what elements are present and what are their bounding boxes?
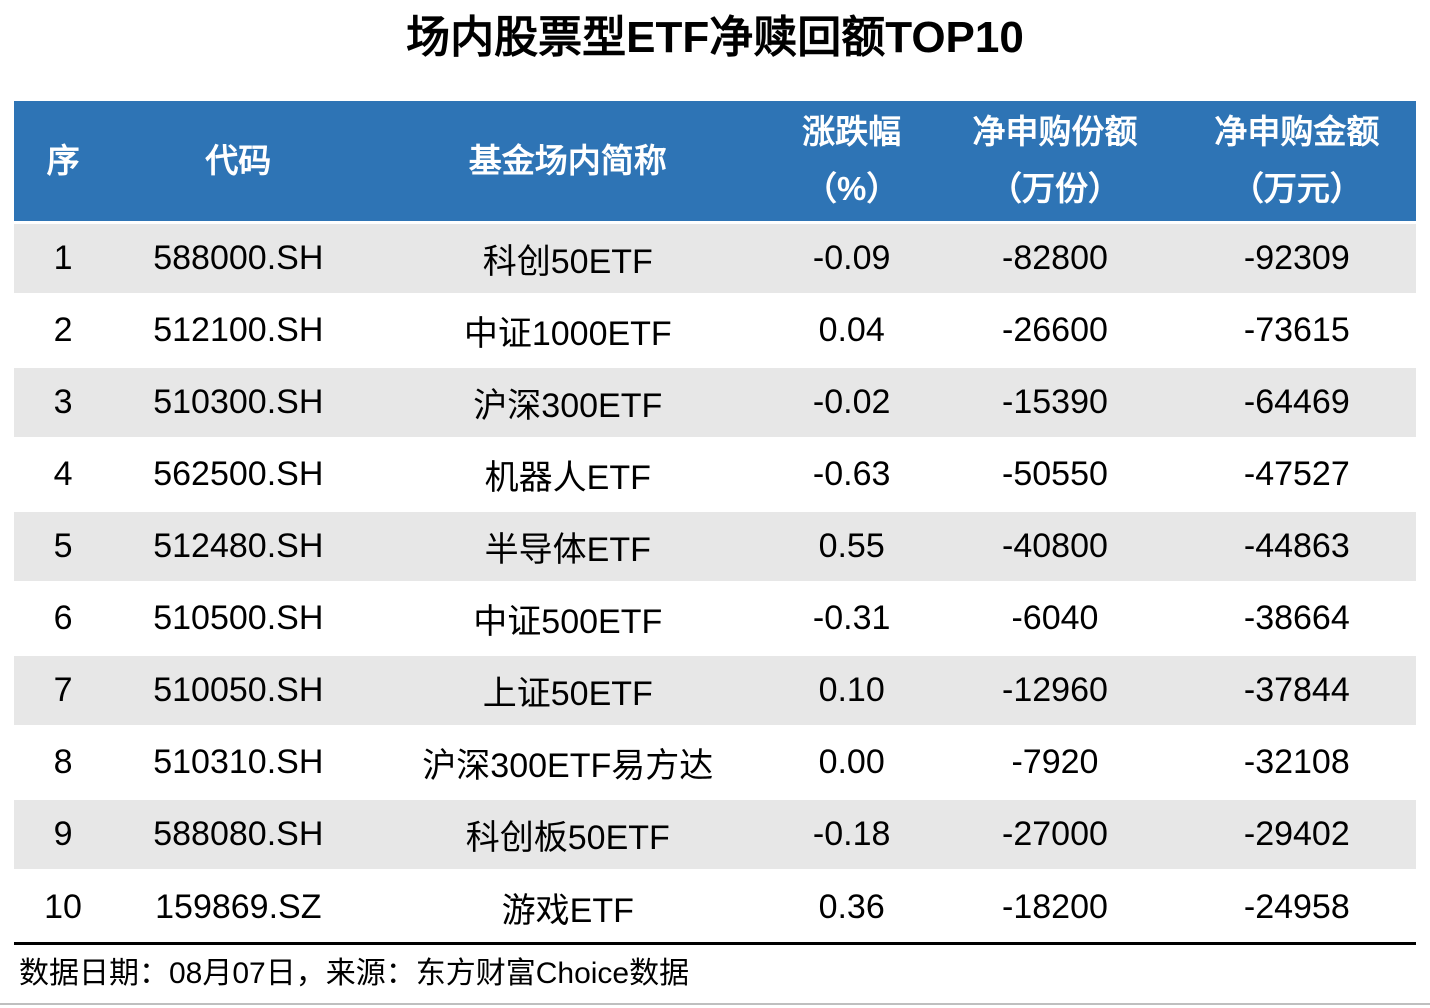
- cell-shares: -82800: [932, 220, 1178, 295]
- cell-code: 159869.SZ: [112, 868, 365, 943]
- cell-name: 科创50ETF: [364, 220, 772, 295]
- header-change-pct-unit: （%）: [804, 170, 900, 208]
- cell-rank: 10: [14, 868, 113, 943]
- header-net-amount-unit: （万元）: [1230, 170, 1363, 208]
- cell-shares: -6040: [932, 580, 1178, 655]
- cell-amount: -24958: [1177, 868, 1416, 943]
- table-row: 3 510300.SH 沪深300ETF -0.02 -15390 -64469: [14, 364, 1416, 439]
- cell-name: 科创板50ETF: [364, 796, 772, 871]
- data-source-note: 数据日期：08月07日，来源：东方财富Choice数据: [19, 957, 690, 991]
- cell-rank: 5: [14, 508, 113, 583]
- header-net-amount: 净申购金额 （万元）: [1177, 101, 1416, 223]
- cell-amount: -44863: [1177, 508, 1416, 583]
- cell-shares: -27000: [932, 796, 1178, 871]
- header-code-label: 代码: [205, 141, 272, 179]
- page-title: 场内股票型ETF净赎回额TOP10: [406, 13, 1024, 62]
- footer-divider: [14, 942, 1416, 946]
- cell-amount: -64469: [1177, 364, 1416, 439]
- cell-shares: -26600: [932, 292, 1178, 367]
- cell-code: 562500.SH: [112, 436, 365, 511]
- cell-rank: 8: [14, 724, 113, 799]
- cell-shares: -50550: [932, 436, 1178, 511]
- cell-amount: -32108: [1177, 724, 1416, 799]
- cell-name: 半导体ETF: [364, 508, 772, 583]
- cell-name: 机器人ETF: [364, 436, 772, 511]
- header-code: 代码: [112, 101, 365, 223]
- cell-change: -0.09: [771, 220, 933, 295]
- cell-change: 0.10: [771, 652, 933, 727]
- cell-rank: 3: [14, 364, 113, 439]
- cell-amount: -47527: [1177, 436, 1416, 511]
- header-net-shares: 净申购份额 （万份）: [932, 101, 1178, 223]
- cell-code: 588080.SH: [112, 796, 365, 871]
- header-change-pct: 涨跌幅 （%）: [771, 101, 933, 223]
- header-fund-name-label: 基金场内简称: [468, 141, 667, 179]
- cell-rank: 2: [14, 292, 113, 367]
- cell-amount: -38664: [1177, 580, 1416, 655]
- cell-rank: 7: [14, 652, 113, 727]
- table-row: 7 510050.SH 上证50ETF 0.10 -12960 -37844: [14, 652, 1416, 727]
- cell-change: -0.18: [771, 796, 933, 871]
- cell-amount: -29402: [1177, 796, 1416, 871]
- header-net-shares-unit: （万份）: [988, 170, 1121, 208]
- cell-shares: -18200: [932, 868, 1178, 943]
- header-rank-label: 序: [46, 141, 80, 179]
- cell-change: 0.36: [771, 868, 933, 943]
- cell-shares: -12960: [932, 652, 1178, 727]
- cell-name: 沪深300ETF: [364, 364, 772, 439]
- table-row: 5 512480.SH 半导体ETF 0.55 -40800 -44863: [14, 508, 1416, 583]
- bottom-rule: [0, 1003, 1430, 1005]
- cell-name: 上证50ETF: [364, 652, 772, 727]
- table-row: 2 512100.SH 中证1000ETF 0.04 -26600 -73615: [14, 292, 1416, 367]
- cell-rank: 9: [14, 796, 113, 871]
- cell-rank: 4: [14, 436, 113, 511]
- cell-code: 588000.SH: [112, 220, 365, 295]
- cell-code: 510500.SH: [112, 580, 365, 655]
- cell-rank: 1: [14, 220, 113, 295]
- cell-change: -0.31: [771, 580, 933, 655]
- header-rank: 序: [14, 101, 113, 223]
- table-body: 1 588000.SH 科创50ETF -0.09 -82800 -92309 2 51210…: [14, 220, 1416, 943]
- header-fund-name: 基金场内简称: [364, 101, 772, 223]
- header-row: 序 代码 基金场内简称 涨跌幅 （%） 净申购份额 （万份） 净申购金额 （万元…: [14, 101, 1416, 223]
- table-row: 10 159869.SZ 游戏ETF 0.36 -18200 -24958: [14, 868, 1416, 943]
- table-row: 8 510310.SH 沪深300ETF易方达 0.00 -7920 -32108: [14, 724, 1416, 799]
- header-net-amount-label: 净申购金额: [1214, 113, 1380, 151]
- header-net-shares-label: 净申购份额: [972, 113, 1138, 151]
- cell-code: 512480.SH: [112, 508, 365, 583]
- cell-change: 0.00: [771, 724, 933, 799]
- etf-table: 序 代码 基金场内简称 涨跌幅 （%） 净申购份额 （万份） 净申购金额 （万元…: [14, 101, 1416, 943]
- cell-amount: -92309: [1177, 220, 1416, 295]
- cell-code: 510300.SH: [112, 364, 365, 439]
- cell-code: 512100.SH: [112, 292, 365, 367]
- table-row: 9 588080.SH 科创板50ETF -0.18 -27000 -29402: [14, 796, 1416, 871]
- table-row: 4 562500.SH 机器人ETF -0.63 -50550 -47527: [14, 436, 1416, 511]
- cell-change: 0.55: [771, 508, 933, 583]
- cell-amount: -37844: [1177, 652, 1416, 727]
- cell-change: -0.02: [771, 364, 933, 439]
- cell-code: 510050.SH: [112, 652, 365, 727]
- cell-amount: -73615: [1177, 292, 1416, 367]
- cell-shares: -7920: [932, 724, 1178, 799]
- cell-name: 中证500ETF: [364, 580, 772, 655]
- cell-name: 中证1000ETF: [364, 292, 772, 367]
- table-header: 序 代码 基金场内简称 涨跌幅 （%） 净申购份额 （万份） 净申购金额 （万元…: [14, 101, 1416, 223]
- cell-change: 0.04: [771, 292, 933, 367]
- cell-shares: -40800: [932, 508, 1178, 583]
- cell-name: 游戏ETF: [364, 868, 772, 943]
- cell-code: 510310.SH: [112, 724, 365, 799]
- table-row: 6 510500.SH 中证500ETF -0.31 -6040 -38664: [14, 580, 1416, 655]
- table-row: 1 588000.SH 科创50ETF -0.09 -82800 -92309: [14, 220, 1416, 295]
- header-change-pct-label: 涨跌幅: [802, 113, 902, 151]
- cell-change: -0.63: [771, 436, 933, 511]
- cell-shares: -15390: [932, 364, 1178, 439]
- cell-rank: 6: [14, 580, 113, 655]
- cell-name: 沪深300ETF易方达: [364, 724, 772, 799]
